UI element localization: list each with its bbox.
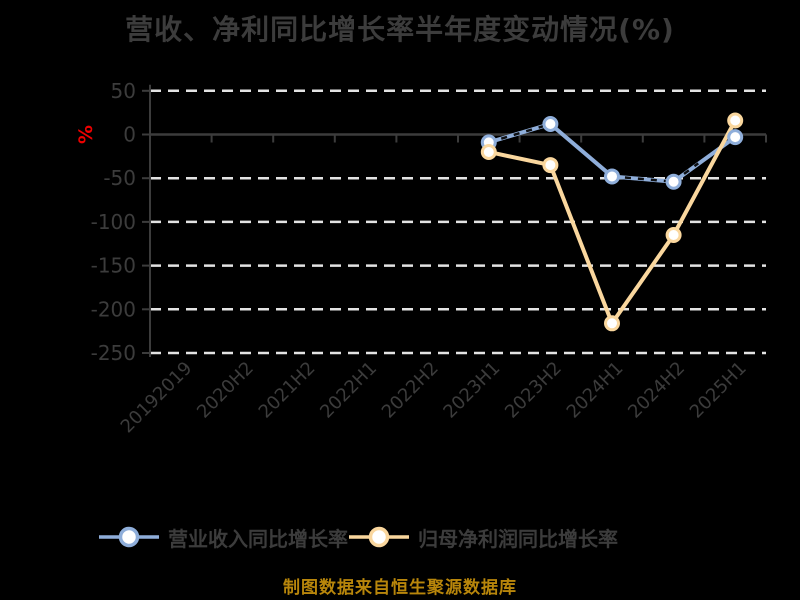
svg-text:-150: -150 — [91, 254, 136, 278]
data-point-marker — [665, 227, 682, 244]
svg-text:20192019: 20192019 — [117, 358, 197, 438]
data-point-marker — [727, 129, 744, 146]
svg-text:2024H1: 2024H1 — [563, 358, 628, 423]
dark-dashed-overlay — [488, 122, 551, 144]
data-point-marker — [604, 315, 620, 332]
data-point-marker — [480, 143, 497, 160]
data-point-marker — [542, 157, 559, 174]
svg-text:2020H2: 2020H2 — [193, 358, 258, 423]
svg-text:2022H2: 2022H2 — [378, 358, 443, 423]
data-point-marker — [542, 116, 559, 133]
data-point-marker — [604, 168, 620, 185]
svg-text:2025H1: 2025H1 — [686, 358, 751, 423]
svg-text:-200: -200 — [91, 297, 136, 321]
y-axis-unit-label: % — [75, 125, 97, 144]
svg-text:2021H2: 2021H2 — [255, 358, 320, 423]
dark-dashed-overlay — [611, 175, 674, 183]
svg-text:2024H2: 2024H2 — [624, 358, 689, 423]
chart-title: 营收、净利同比增长率半年度变动情况(%) — [125, 13, 675, 46]
svg-text:-100: -100 — [91, 210, 136, 234]
svg-text:0: 0 — [123, 123, 136, 147]
data-point-marker — [665, 173, 682, 190]
source-caption: 制图数据来自恒生聚源数据库 — [283, 578, 517, 598]
svg-text:2023H2: 2023H2 — [501, 358, 566, 423]
data-point-marker — [727, 112, 744, 129]
svg-text:50: 50 — [111, 79, 136, 103]
svg-text:-50: -50 — [103, 166, 136, 190]
svg-text:2022H1: 2022H1 — [316, 358, 381, 423]
svg-text:2023H1: 2023H1 — [439, 358, 504, 423]
svg-text:-250: -250 — [91, 341, 136, 365]
